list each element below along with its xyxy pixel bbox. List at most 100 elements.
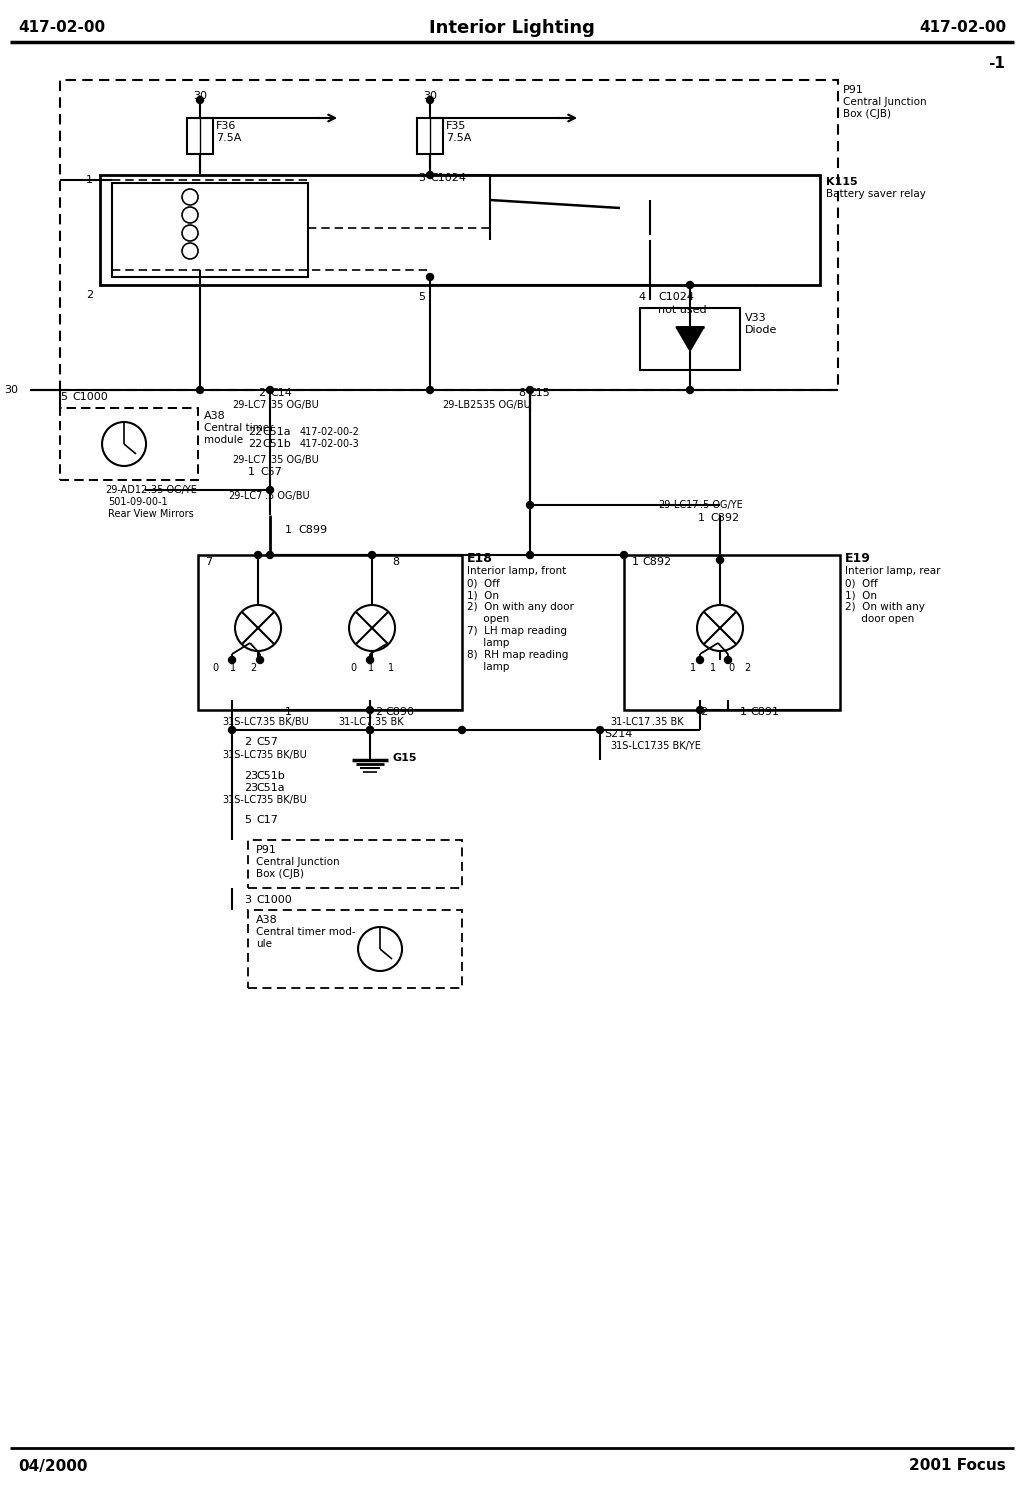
Circle shape <box>686 387 693 394</box>
Text: 23: 23 <box>244 772 258 781</box>
Text: 2: 2 <box>700 707 708 717</box>
Circle shape <box>197 387 204 394</box>
Text: K115: K115 <box>826 177 858 187</box>
Text: Central timer: Central timer <box>204 423 273 433</box>
Circle shape <box>369 551 376 559</box>
Text: 3: 3 <box>418 174 425 183</box>
Text: C1000: C1000 <box>256 895 292 904</box>
Text: 30: 30 <box>4 385 18 396</box>
Text: 31S-LC17: 31S-LC17 <box>610 741 656 750</box>
Circle shape <box>266 387 273 394</box>
Bar <box>640 308 740 370</box>
Text: 7: 7 <box>205 557 212 566</box>
Text: 2: 2 <box>744 663 751 673</box>
Text: .35 OG/BU: .35 OG/BU <box>268 400 318 411</box>
Circle shape <box>367 726 374 734</box>
Bar <box>624 556 840 710</box>
Text: C51b: C51b <box>262 439 291 448</box>
Text: 31-LC17: 31-LC17 <box>610 717 650 726</box>
Text: C899: C899 <box>298 525 327 535</box>
Text: door open: door open <box>845 615 914 624</box>
Text: 29-AD12: 29-AD12 <box>105 485 147 495</box>
Text: 417-02-00-2: 417-02-00-2 <box>300 427 359 436</box>
Text: 23: 23 <box>244 784 258 793</box>
Text: 22: 22 <box>248 427 262 436</box>
Text: 1: 1 <box>285 525 292 535</box>
Circle shape <box>696 657 703 663</box>
Text: C890: C890 <box>385 707 414 717</box>
Text: C891: C891 <box>750 707 779 717</box>
Circle shape <box>197 97 204 104</box>
Text: 31S-LC7: 31S-LC7 <box>222 794 262 805</box>
Text: 5: 5 <box>60 393 67 402</box>
Circle shape <box>725 657 731 663</box>
Text: .35 BK: .35 BK <box>652 717 684 726</box>
Text: 2: 2 <box>258 388 265 399</box>
Circle shape <box>255 551 261 559</box>
Text: 1: 1 <box>248 467 255 477</box>
Text: .35 OG/BU: .35 OG/BU <box>480 400 530 411</box>
Text: C14: C14 <box>270 388 292 399</box>
Circle shape <box>459 726 466 734</box>
Text: 0: 0 <box>212 663 218 673</box>
Text: 1)  On: 1) On <box>845 590 877 599</box>
Text: 8: 8 <box>518 388 525 399</box>
Text: 31S-LC7: 31S-LC7 <box>222 750 262 760</box>
Bar <box>60 408 198 480</box>
Text: lamp: lamp <box>467 639 509 648</box>
Text: Box (CJB): Box (CJB) <box>843 109 891 119</box>
Circle shape <box>526 387 534 394</box>
Circle shape <box>427 273 433 281</box>
Circle shape <box>266 551 273 559</box>
Text: S214: S214 <box>604 729 633 738</box>
Text: 2: 2 <box>86 290 93 300</box>
Circle shape <box>717 557 724 563</box>
Text: 1: 1 <box>698 513 705 522</box>
Text: E19: E19 <box>845 551 870 565</box>
Text: V33: V33 <box>745 313 767 323</box>
Text: Central Junction: Central Junction <box>843 97 927 107</box>
Text: Central Junction: Central Junction <box>256 858 340 867</box>
Text: not used: not used <box>658 305 707 316</box>
Text: Box (CJB): Box (CJB) <box>256 868 304 879</box>
Text: 7)  LH map reading: 7) LH map reading <box>467 627 567 636</box>
Text: Rear View Mirrors: Rear View Mirrors <box>109 509 194 519</box>
Text: 3: 3 <box>244 895 251 904</box>
Circle shape <box>621 551 628 559</box>
Text: Interior lamp, front: Interior lamp, front <box>467 566 566 575</box>
Circle shape <box>266 486 273 494</box>
Circle shape <box>597 726 603 734</box>
Text: lamp: lamp <box>467 661 509 672</box>
Bar <box>60 408 198 480</box>
Text: 417-02-00: 417-02-00 <box>18 21 105 36</box>
Text: 29-LC7: 29-LC7 <box>228 491 262 501</box>
Text: 31S-LC7: 31S-LC7 <box>222 717 262 726</box>
Circle shape <box>526 501 534 509</box>
Bar <box>248 840 462 888</box>
Text: E18: E18 <box>467 551 493 565</box>
Text: F36: F36 <box>216 121 237 131</box>
Text: .35 BK/YE: .35 BK/YE <box>654 741 700 750</box>
Text: 0)  Off: 0) Off <box>467 578 500 587</box>
Text: 2)  On with any: 2) On with any <box>845 602 925 612</box>
Text: 0: 0 <box>350 663 356 673</box>
Circle shape <box>228 726 236 734</box>
Circle shape <box>367 726 374 734</box>
Text: P91: P91 <box>256 846 276 855</box>
Text: open: open <box>467 615 509 624</box>
Text: C51a: C51a <box>256 784 285 793</box>
Circle shape <box>427 172 433 178</box>
Text: 22: 22 <box>248 439 262 448</box>
Text: C1024: C1024 <box>658 291 694 302</box>
Text: 2: 2 <box>250 663 256 673</box>
Text: 417-02-00: 417-02-00 <box>919 21 1006 36</box>
Text: A38: A38 <box>256 915 278 926</box>
Bar <box>60 80 838 390</box>
Circle shape <box>257 657 263 663</box>
Text: 0)  Off: 0) Off <box>845 578 878 587</box>
Text: .35 BK/BU: .35 BK/BU <box>260 717 309 726</box>
Text: ule: ule <box>256 939 272 948</box>
Polygon shape <box>676 328 705 350</box>
Text: 29-LC7: 29-LC7 <box>232 455 266 465</box>
Text: 30: 30 <box>194 91 207 101</box>
